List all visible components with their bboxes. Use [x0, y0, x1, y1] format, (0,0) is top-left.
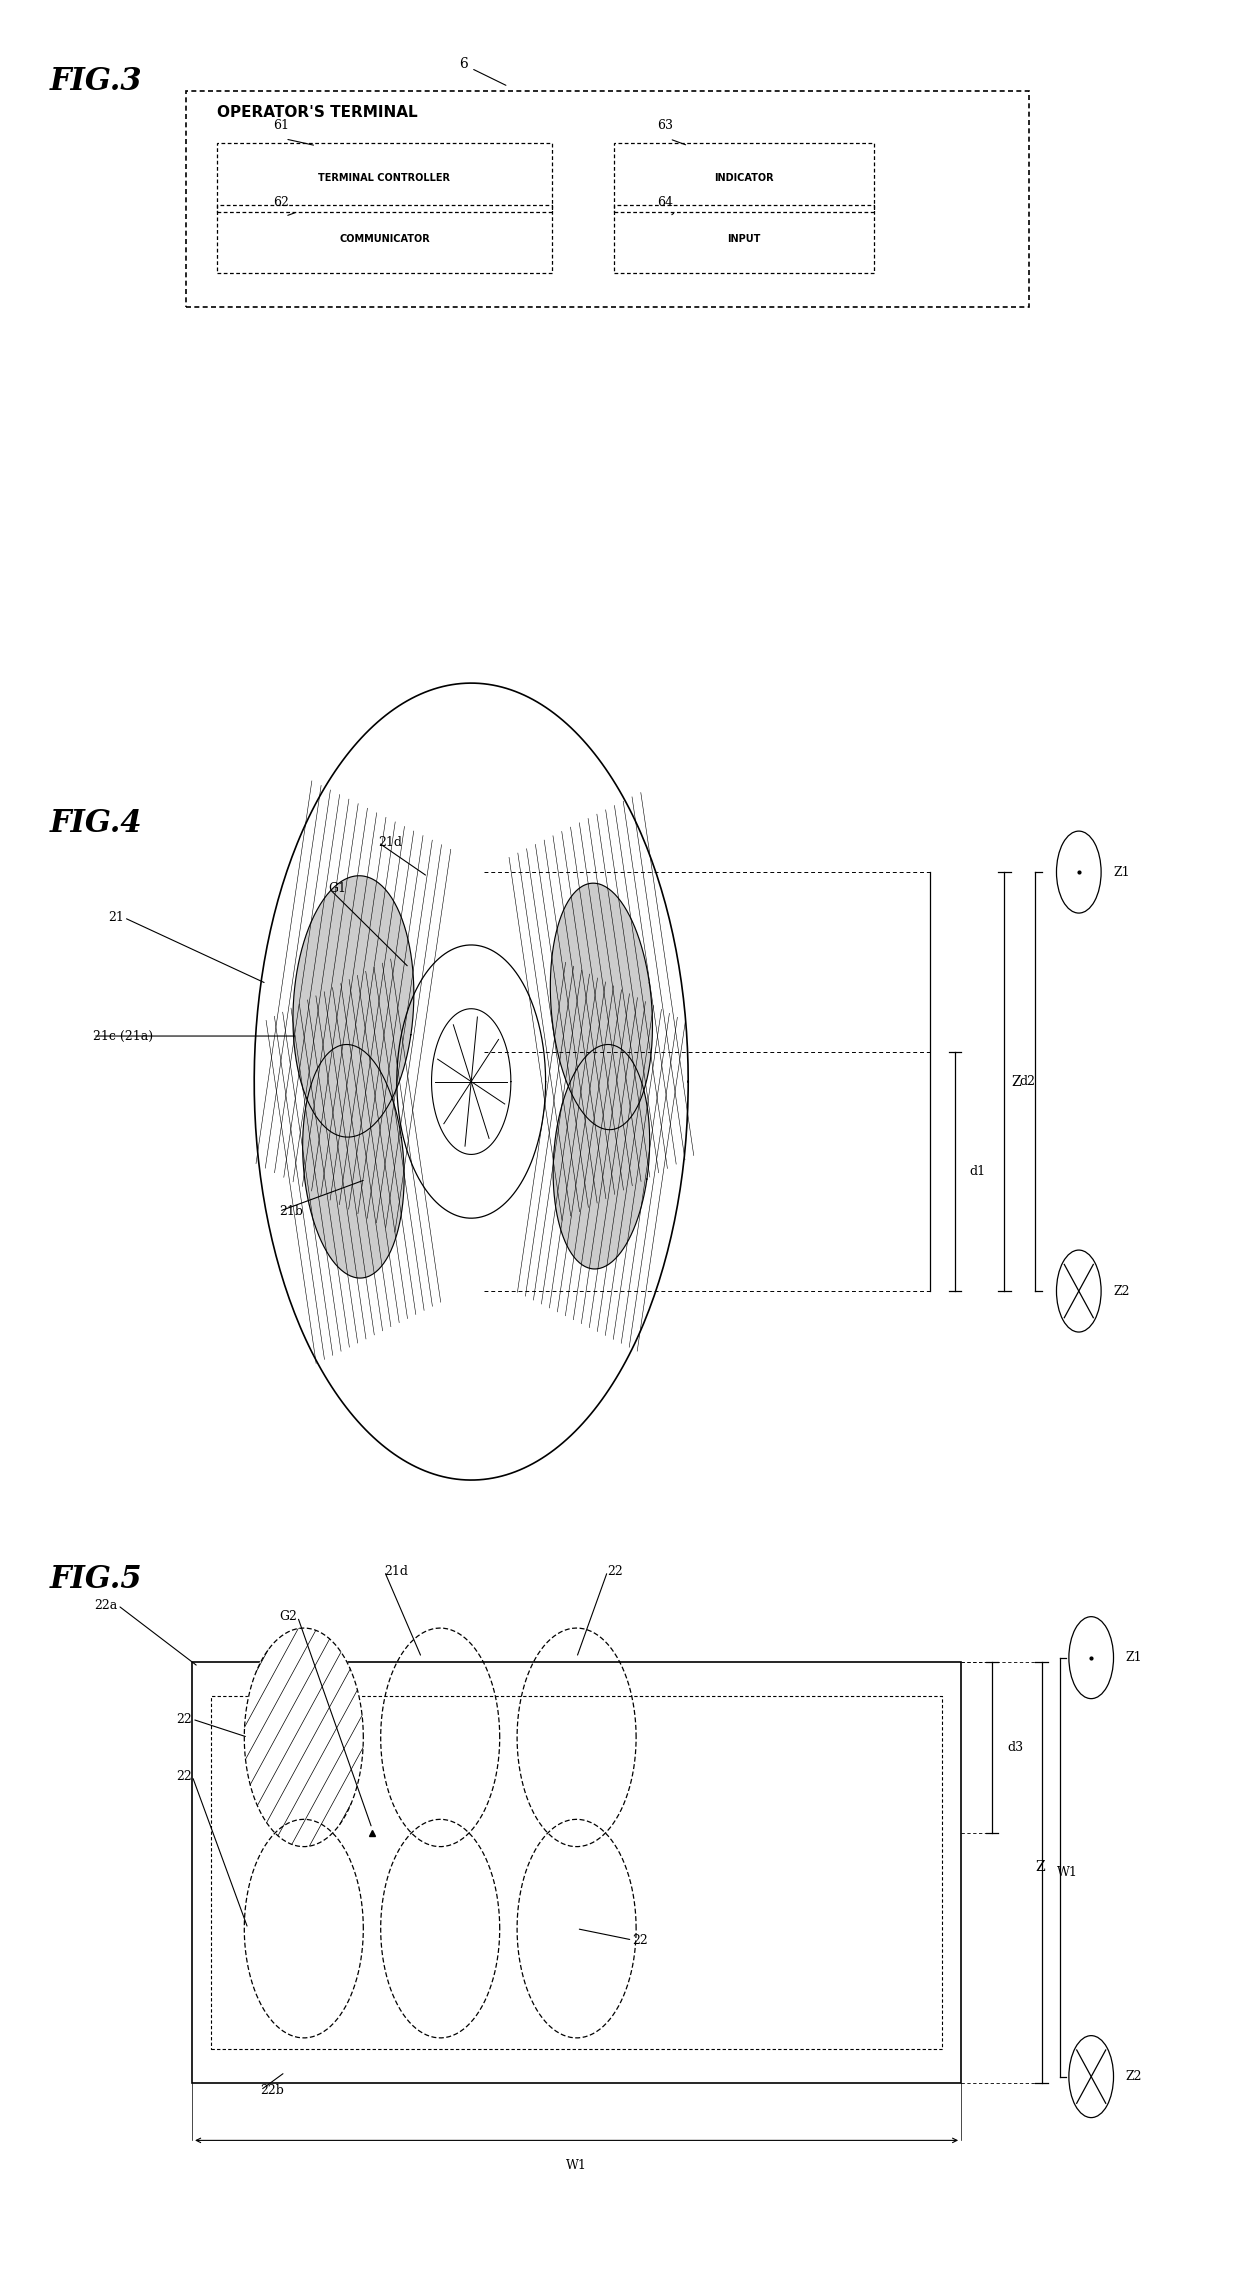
- Text: Z2: Z2: [1114, 1284, 1130, 1298]
- Text: 22: 22: [632, 1933, 649, 1947]
- Text: 21c (21a): 21c (21a): [93, 1029, 153, 1043]
- Text: INDICATOR: INDICATOR: [714, 173, 774, 182]
- Text: Z1: Z1: [1126, 1651, 1142, 1664]
- Text: G1: G1: [329, 881, 347, 895]
- Text: 62: 62: [273, 196, 289, 209]
- Text: 63: 63: [657, 118, 673, 132]
- Text: 21: 21: [108, 911, 124, 924]
- Ellipse shape: [1056, 831, 1101, 913]
- Text: INPUT: INPUT: [728, 235, 760, 244]
- Text: FIG.5: FIG.5: [50, 1564, 143, 1596]
- Text: 22a: 22a: [94, 1598, 118, 1612]
- Text: 22: 22: [176, 1769, 192, 1783]
- Text: Z2: Z2: [1126, 2070, 1142, 2083]
- Text: OPERATOR'S TERMINAL: OPERATOR'S TERMINAL: [217, 105, 418, 121]
- Polygon shape: [244, 1628, 363, 1847]
- Ellipse shape: [1069, 1617, 1114, 1699]
- Polygon shape: [551, 883, 652, 1129]
- Text: d1: d1: [970, 1166, 986, 1177]
- Polygon shape: [303, 1045, 404, 1277]
- Polygon shape: [553, 1045, 650, 1268]
- Text: W1: W1: [567, 2159, 587, 2172]
- Text: TERMINAL CONTROLLER: TERMINAL CONTROLLER: [319, 173, 450, 182]
- Text: 6: 6: [459, 57, 467, 71]
- Text: W1: W1: [1056, 1867, 1078, 1879]
- Text: 21d: 21d: [384, 1564, 408, 1578]
- Text: FIG.4: FIG.4: [50, 808, 143, 840]
- Text: Z1: Z1: [1114, 865, 1130, 879]
- Polygon shape: [293, 877, 414, 1136]
- Text: COMMUNICATOR: COMMUNICATOR: [339, 235, 430, 244]
- Text: Z: Z: [1035, 1860, 1045, 1874]
- Text: 61: 61: [273, 118, 289, 132]
- Text: 22: 22: [176, 1712, 192, 1726]
- Text: 22: 22: [608, 1564, 624, 1578]
- Text: 22b: 22b: [260, 2083, 284, 2097]
- Text: 21d: 21d: [378, 836, 402, 849]
- Ellipse shape: [1056, 1250, 1101, 1332]
- Text: FIG.3: FIG.3: [50, 66, 143, 98]
- Text: 64: 64: [657, 196, 673, 209]
- Text: G2: G2: [280, 1610, 298, 1624]
- Text: Z: Z: [1011, 1075, 1021, 1088]
- Text: 21b: 21b: [279, 1205, 303, 1218]
- Text: d2: d2: [1019, 1075, 1035, 1088]
- Ellipse shape: [1069, 2036, 1114, 2118]
- Text: d3: d3: [1007, 1742, 1023, 1753]
